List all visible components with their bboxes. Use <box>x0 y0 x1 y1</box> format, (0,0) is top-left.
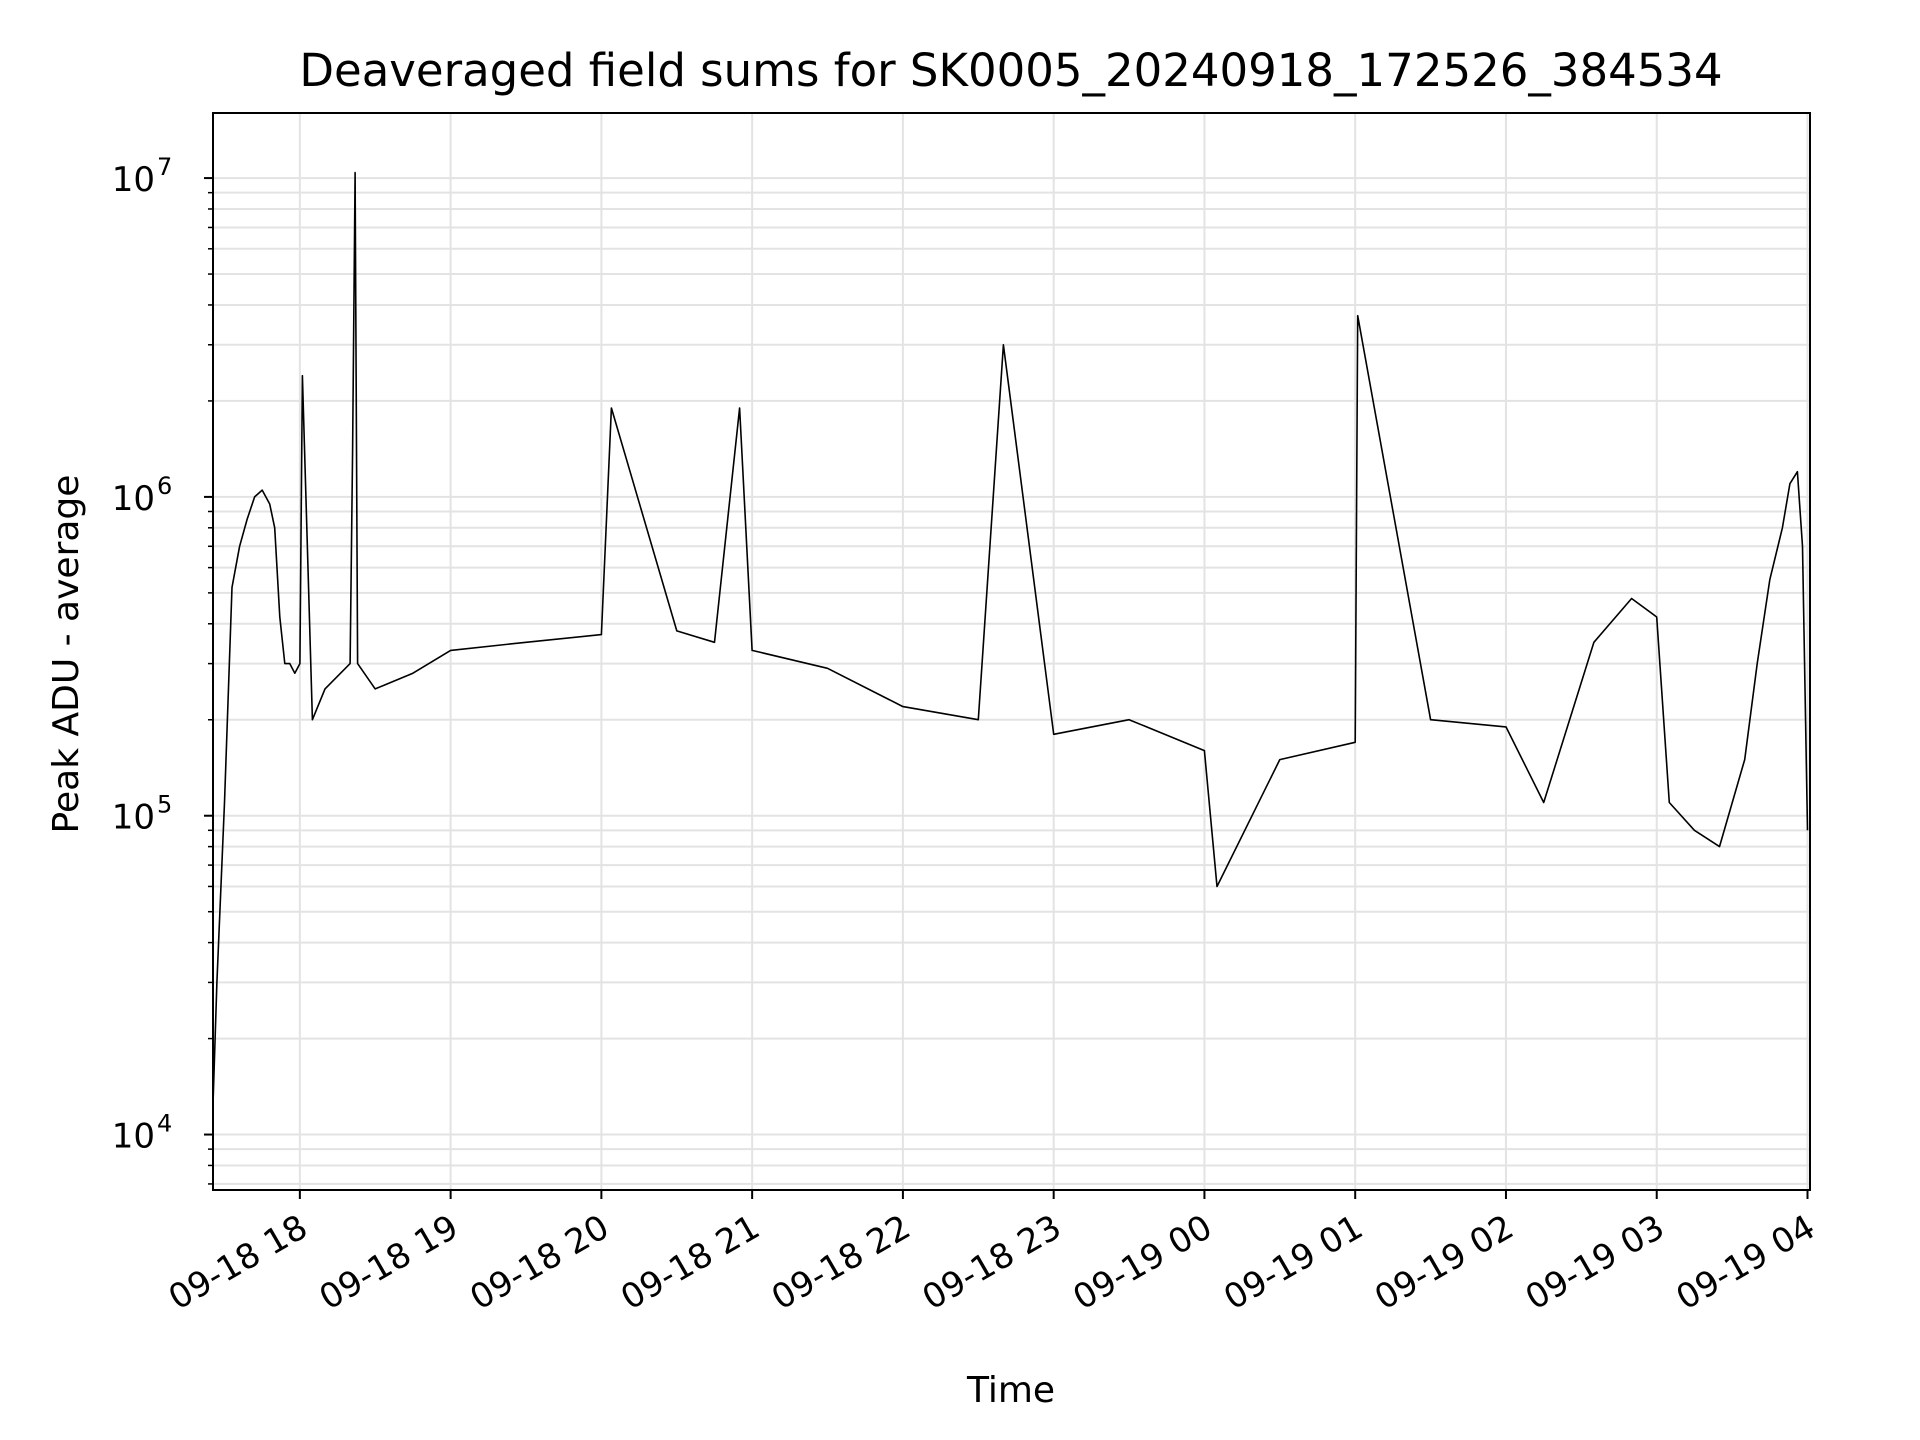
y-tick-exponent: 6 <box>157 472 172 500</box>
y-tick-exponent: 4 <box>157 1110 172 1138</box>
series-line <box>212 171 1809 1099</box>
grid <box>213 113 1810 1190</box>
y-tick-label: 10 <box>112 798 155 838</box>
y-tick-label: 10 <box>112 479 155 519</box>
series-layer <box>212 171 1809 1099</box>
y-tick-label: 10 <box>112 160 155 200</box>
plot-frame <box>212 112 1811 1191</box>
y-axis-label: Peak ADU - average <box>46 475 87 834</box>
chart-title: Deaveraged field sums for SK0005_2024091… <box>299 44 1722 97</box>
y-tick-label: 10 <box>112 1117 155 1157</box>
y-tick-exponent: 7 <box>157 153 172 181</box>
y-tick-exponent: 5 <box>157 791 172 819</box>
x-axis-label: Time <box>966 1370 1055 1411</box>
